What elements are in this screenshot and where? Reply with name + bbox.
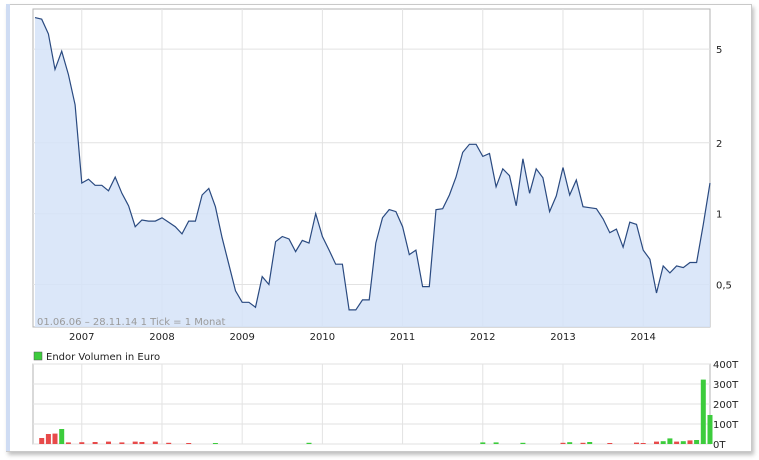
volume-bar <box>306 442 312 444</box>
volume-bar <box>587 442 593 444</box>
price-area <box>35 17 710 327</box>
volume-bar <box>186 443 192 444</box>
volume-bar <box>39 438 45 444</box>
volume-bar <box>667 438 673 444</box>
x-tick-label: 2010 <box>310 332 335 343</box>
volume-bar <box>152 441 158 444</box>
volume-bar <box>79 442 85 444</box>
volume-bar <box>212 443 218 444</box>
volume-y-tick-label: 100T <box>713 420 739 431</box>
volume-bar <box>493 442 499 444</box>
volume-bar <box>520 442 526 444</box>
volume-y-tick-label: 300T <box>713 380 739 391</box>
volume-bar <box>166 442 172 444</box>
volume-bar <box>560 442 566 444</box>
x-tick-label: 2008 <box>149 332 174 343</box>
volume-legend-swatch <box>33 351 43 361</box>
volume-y-tick-label: 0T <box>713 440 726 451</box>
price-y-tick-label: 0,5 <box>716 281 732 292</box>
volume-bar <box>567 442 573 444</box>
volume-bar <box>106 441 111 444</box>
volume-bar <box>480 442 486 444</box>
volume-bar <box>132 441 138 444</box>
volume-y-tick-label: 200T <box>713 400 739 411</box>
price-x-axis: 2007 2008 2009 2010 2011 2012 2013 2014 <box>69 332 656 343</box>
price-line <box>34 17 711 311</box>
price-y-axis: 5 2 1 0,5 <box>716 45 732 291</box>
volume-y-tick-label: 400T <box>713 360 739 371</box>
volume-bar <box>65 442 71 444</box>
price-y-tick-label: 5 <box>716 45 722 56</box>
volume-bar <box>580 442 586 444</box>
x-tick-label: 2013 <box>550 332 575 343</box>
volume-bar <box>119 442 125 444</box>
volume-legend-label: Endor Volumen in Euro <box>46 352 160 363</box>
volume-bar <box>660 441 666 444</box>
price-y-tick-label: 1 <box>716 210 722 221</box>
volume-bar <box>634 442 639 444</box>
volume-bar <box>687 440 693 444</box>
volume-bar <box>700 379 706 444</box>
volume-bar <box>674 441 680 444</box>
x-tick-label: 2014 <box>630 332 655 343</box>
volume-bar <box>640 443 646 444</box>
price-y-tick-label: 2 <box>716 139 722 150</box>
volume-bar <box>59 429 65 444</box>
volume-bar <box>45 434 51 444</box>
volume-bar <box>680 441 686 444</box>
volume-y-axis: 400T 300T 200T 100T 0T <box>713 360 739 451</box>
volume-bar <box>139 442 145 444</box>
x-tick-label: 2009 <box>229 332 254 343</box>
x-tick-label: 2011 <box>390 332 415 343</box>
range-note: 01.06.06 – 28.11.14 1 Tick = 1 Monat <box>37 317 225 328</box>
volume-grid <box>33 363 710 445</box>
volume-bar <box>654 441 659 444</box>
volume-bar <box>694 440 700 444</box>
volume-bars <box>39 379 713 444</box>
volume-bar <box>52 433 58 444</box>
volume-bar <box>607 443 613 444</box>
left-accent-bar <box>6 4 10 451</box>
volume-bar <box>92 442 98 444</box>
x-tick-label: 2012 <box>470 332 495 343</box>
x-tick-label: 2007 <box>69 332 94 343</box>
volume-bar <box>707 415 713 444</box>
